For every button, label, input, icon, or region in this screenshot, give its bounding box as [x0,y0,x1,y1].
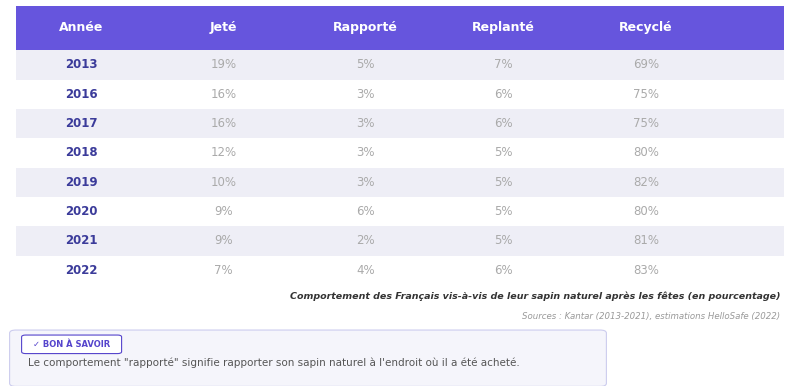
Text: Le comportement "rapporté" signifie rapporter son sapin naturel à l'endroit où i: Le comportement "rapporté" signifie rapp… [28,357,520,367]
Text: 5%: 5% [494,205,513,218]
Text: 5%: 5% [356,58,374,71]
Text: 83%: 83% [633,264,658,277]
Text: 3%: 3% [356,146,374,159]
FancyBboxPatch shape [16,109,784,138]
Text: Année: Année [59,22,103,34]
Text: 6%: 6% [494,264,513,277]
Text: ✓ BON À SAVOIR: ✓ BON À SAVOIR [33,340,110,349]
Text: 81%: 81% [633,234,658,247]
FancyBboxPatch shape [16,6,784,50]
Text: Recyclé: Recyclé [619,22,673,34]
Text: 2020: 2020 [65,205,98,218]
Text: 82%: 82% [633,176,658,189]
Text: 2017: 2017 [65,117,98,130]
Text: 7%: 7% [494,58,513,71]
Text: 75%: 75% [633,88,658,101]
Text: 3%: 3% [356,117,374,130]
Text: 16%: 16% [210,88,237,101]
Text: 2021: 2021 [65,234,98,247]
Text: 5%: 5% [494,234,513,247]
Text: 9%: 9% [214,205,233,218]
Text: 2016: 2016 [65,88,98,101]
Text: 2013: 2013 [65,58,98,71]
Text: Replanté: Replanté [472,22,535,34]
Text: 6%: 6% [494,88,513,101]
Text: 12%: 12% [210,146,237,159]
Text: 9%: 9% [214,234,233,247]
Text: 80%: 80% [633,146,658,159]
Text: 80%: 80% [633,205,658,218]
FancyBboxPatch shape [16,138,784,168]
Text: 10%: 10% [210,176,236,189]
Text: 16%: 16% [210,117,237,130]
Text: 19%: 19% [210,58,237,71]
Text: Rapporté: Rapporté [333,22,398,34]
Text: 2019: 2019 [65,176,98,189]
Text: 6%: 6% [356,205,374,218]
Text: 75%: 75% [633,117,658,130]
Text: 69%: 69% [633,58,659,71]
FancyBboxPatch shape [16,50,784,80]
Text: 2022: 2022 [65,264,98,277]
Text: 7%: 7% [214,264,233,277]
Text: Jeté: Jeté [210,22,237,34]
Text: 3%: 3% [356,176,374,189]
Text: 3%: 3% [356,88,374,101]
FancyBboxPatch shape [22,335,122,354]
FancyBboxPatch shape [10,330,606,386]
Text: 2018: 2018 [65,146,98,159]
FancyBboxPatch shape [16,197,784,226]
FancyBboxPatch shape [16,226,784,256]
FancyBboxPatch shape [16,256,784,285]
Text: 2%: 2% [356,234,374,247]
Text: 6%: 6% [494,117,513,130]
Text: 4%: 4% [356,264,374,277]
FancyBboxPatch shape [16,80,784,109]
Text: 5%: 5% [494,146,513,159]
Text: 5%: 5% [494,176,513,189]
FancyBboxPatch shape [16,168,784,197]
Text: Comportement des Français vis-à-vis de leur sapin naturel après les fêtes (en po: Comportement des Français vis-à-vis de l… [290,292,780,301]
Text: Sources : Kantar (2013-2021), estimations HelloSafe (2022): Sources : Kantar (2013-2021), estimation… [522,312,780,321]
